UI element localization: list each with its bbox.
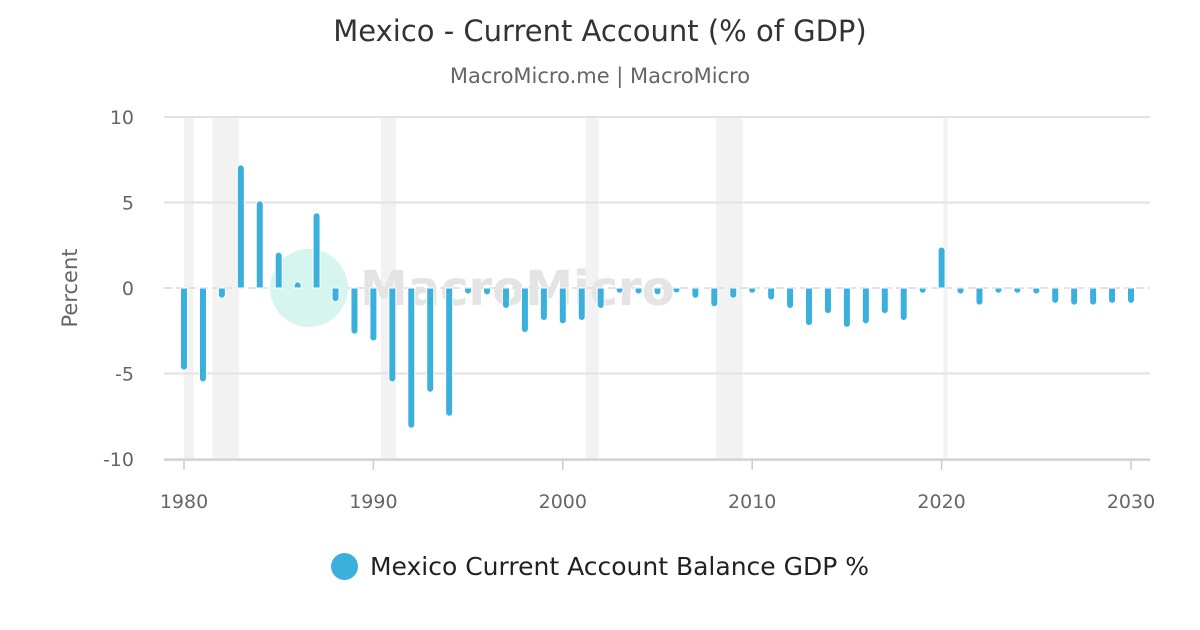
x-tick-label: 1980 — [160, 491, 208, 513]
bar[interactable] — [198, 287, 207, 383]
bar[interactable] — [1070, 287, 1079, 306]
x-tick-label: 2010 — [728, 491, 776, 513]
bar[interactable] — [1013, 287, 1022, 294]
y-tick-label: 10 — [110, 107, 134, 129]
bar[interactable] — [729, 287, 738, 299]
bar[interactable] — [1032, 287, 1041, 295]
bar[interactable] — [350, 287, 359, 335]
bar[interactable] — [520, 287, 529, 333]
bar[interactable] — [1127, 287, 1135, 304]
bar[interactable] — [956, 287, 965, 295]
bar[interactable] — [312, 212, 321, 289]
bar[interactable] — [426, 287, 435, 393]
bar[interactable] — [445, 287, 454, 417]
bar[interactable] — [994, 287, 1003, 294]
bar[interactable] — [653, 287, 662, 296]
y-tick-label: 5 — [122, 193, 134, 215]
chart-title: Mexico - Current Account (% of GDP) — [333, 14, 867, 48]
legend-marker-icon — [330, 553, 358, 580]
bar[interactable] — [861, 287, 870, 325]
bar[interactable] — [501, 287, 510, 310]
bar[interactable] — [293, 281, 302, 289]
x-tick-label: 2000 — [539, 491, 587, 513]
x-tick-label: 2030 — [1107, 491, 1155, 513]
bar[interactable] — [539, 287, 548, 321]
bar[interactable] — [596, 287, 605, 310]
bar[interactable] — [615, 287, 624, 294]
bar[interactable] — [217, 287, 226, 299]
bar[interactable] — [786, 287, 795, 310]
bar[interactable] — [1089, 287, 1098, 306]
bar[interactable] — [1051, 287, 1060, 304]
bar[interactable] — [937, 246, 946, 289]
bar[interactable] — [880, 287, 889, 315]
bar[interactable] — [918, 287, 927, 294]
bar[interactable] — [369, 287, 378, 342]
x-tick-label: 1990 — [349, 491, 397, 513]
chart-subtitle: MacroMicro.me | MacroMicro — [449, 64, 751, 88]
legend[interactable]: Mexico Current Account Balance GDP % — [0, 552, 1200, 581]
bar[interactable] — [274, 251, 283, 289]
bar[interactable] — [805, 287, 814, 327]
bar[interactable] — [558, 287, 567, 325]
watermark-logo-icon — [270, 249, 348, 327]
bar[interactable] — [975, 287, 984, 306]
bar[interactable] — [691, 287, 700, 299]
y-tick-label: -5 — [115, 364, 134, 386]
bar[interactable] — [388, 287, 397, 383]
bar[interactable] — [710, 287, 719, 308]
bar[interactable] — [842, 287, 851, 328]
bar[interactable] — [464, 287, 473, 295]
bar[interactable] — [180, 287, 188, 371]
bar[interactable] — [577, 287, 586, 321]
bar[interactable] — [407, 287, 416, 429]
bar[interactable] — [767, 287, 776, 301]
y-tick-label: -10 — [103, 449, 134, 471]
bar[interactable] — [255, 200, 264, 289]
bar[interactable] — [483, 287, 492, 296]
y-axis-label: Percent — [58, 248, 82, 327]
y-tick-label: 0 — [122, 278, 134, 300]
bar[interactable] — [1108, 287, 1117, 304]
bar[interactable] — [672, 287, 681, 294]
bar[interactable] — [748, 287, 757, 294]
watermark-logo: MacroMicro — [360, 261, 675, 317]
x-tick-label: 2020 — [917, 491, 965, 513]
bar[interactable] — [331, 287, 340, 303]
bar[interactable] — [634, 287, 643, 295]
bar[interactable] — [236, 164, 245, 289]
bar[interactable] — [823, 287, 832, 315]
legend-label: Mexico Current Account Balance GDP % — [369, 552, 870, 581]
bar[interactable] — [899, 287, 908, 321]
